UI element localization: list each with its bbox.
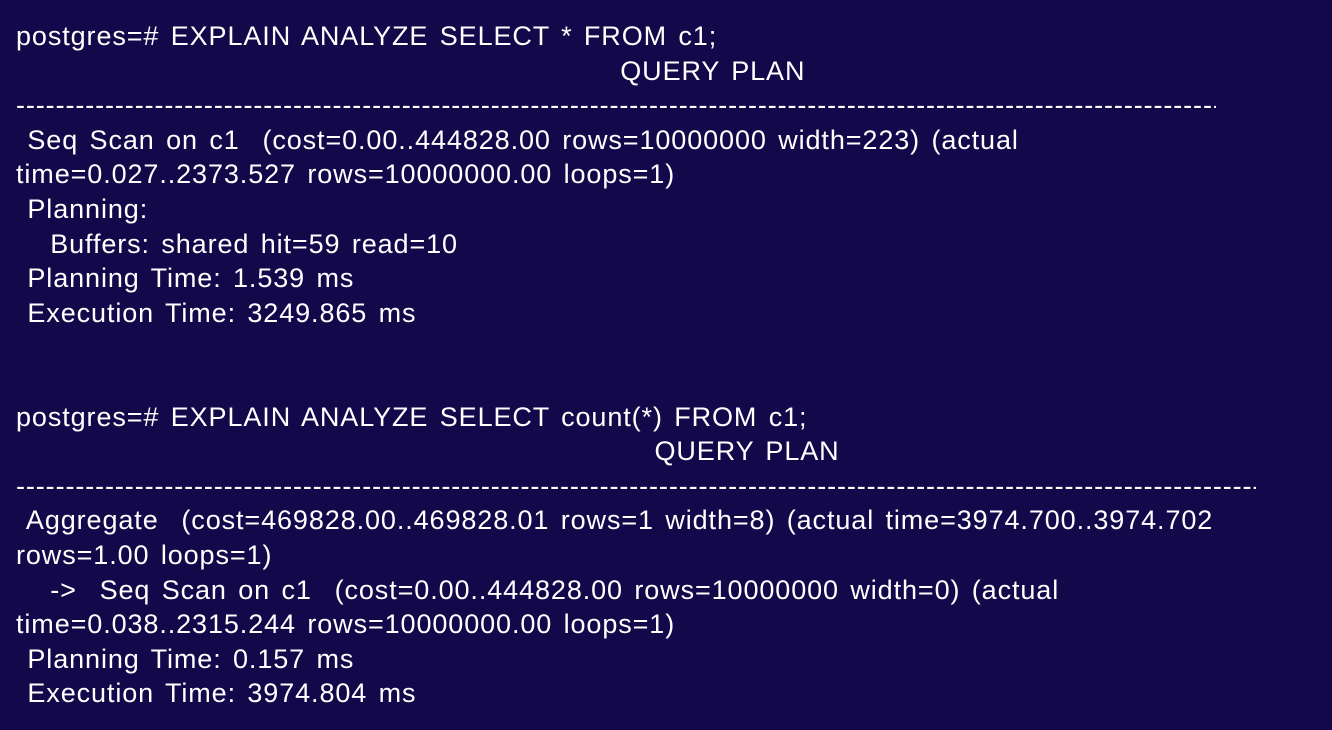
- plan-line: Buffers: shared hit=59 read=10: [16, 228, 458, 259]
- plan-line: Seq Scan on c1 (cost=0.00..444828.00 row…: [16, 124, 1019, 155]
- terminal-output[interactable]: postgres=# EXPLAIN ANALYZE SELECT * FROM…: [16, 19, 1332, 711]
- command-line: postgres=# EXPLAIN ANALYZE SELECT * FROM…: [16, 21, 718, 51]
- plan-line: Execution Time: 3249.865 ms: [16, 297, 417, 328]
- plan-line: -> Seq Scan on c1 (cost=0.00..444828.00 …: [16, 574, 1060, 605]
- query-plan-header: QUERY PLAN: [16, 436, 840, 467]
- blank-line: [16, 365, 1332, 400]
- separator: ----------------------------------------…: [16, 90, 1216, 121]
- plan-line: time=0.027..2373.527 rows=10000000.00 lo…: [16, 159, 676, 190]
- separator: ----------------------------------------…: [16, 470, 1256, 501]
- plan-line: time=0.038..2315.244 rows=10000000.00 lo…: [16, 609, 676, 640]
- blank-line: [16, 330, 1332, 365]
- plan-line: Aggregate (cost=469828.00..469828.01 row…: [16, 505, 1214, 536]
- query-plan-header: QUERY PLAN: [16, 55, 806, 86]
- plan-line: Planning:: [16, 193, 149, 224]
- plan-line: Planning Time: 0.157 ms: [16, 643, 355, 674]
- plan-line: Planning Time: 1.539 ms: [16, 263, 355, 294]
- command-line: postgres=# EXPLAIN ANALYZE SELECT count(…: [16, 401, 808, 432]
- plan-line: rows=1.00 loops=1): [16, 539, 273, 570]
- plan-line: Execution Time: 3974.804 ms: [16, 678, 417, 709]
